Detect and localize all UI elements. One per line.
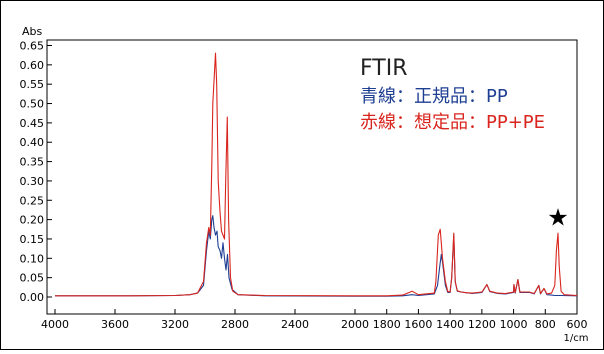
y-tick-label: 0.05 [20, 272, 45, 285]
annotation-line-red: 赤線：想定品：PP+PE [360, 112, 545, 133]
y-tick-label: 0.30 [20, 175, 45, 188]
y-axis-label: Abs [22, 25, 43, 38]
x-tick-label: 1000 [500, 318, 528, 331]
annotation-line-blue: 青線：正規品：PP [360, 86, 508, 107]
y-tick-label: 0.25 [20, 194, 45, 207]
x-tick-label: 800 [535, 318, 556, 331]
x-axis-label: 1/cm [564, 333, 589, 344]
y-tick-label: 0.35 [20, 156, 45, 169]
x-tick-label: 4000 [41, 318, 69, 331]
x-tick-label: 600 [567, 318, 588, 331]
series-layer [55, 52, 578, 297]
annotation-title: FTIR [360, 56, 407, 81]
annotation-block: FTIR 青線：正規品：PP 赤線：想定品：PP+PE [360, 56, 545, 133]
y-tick-label: 0.55 [20, 78, 45, 91]
star-marker: ★ [547, 204, 569, 232]
x-tick-label: 2800 [221, 318, 249, 331]
y-tick-label: 0.65 [20, 40, 45, 53]
y-axis: 0.00 0.05 0.10 0.15 0.20 0.25 0.30 0.35 0.40 0.45… [20, 40, 52, 304]
y-tick-label: 0.45 [20, 117, 45, 130]
y-tick-label: 0.40 [20, 136, 45, 149]
x-tick-label: 1400 [436, 318, 464, 331]
y-tick-label: 0.00 [20, 291, 45, 304]
x-tick-label: 1200 [468, 318, 496, 331]
x-tick-label: 2400 [281, 318, 309, 331]
y-tick-label: 0.60 [20, 59, 45, 72]
x-tick-label: 2000 [341, 318, 369, 331]
x-tick-label: 3200 [161, 318, 189, 331]
x-tick-label: 3600 [101, 318, 129, 331]
y-tick-label: 0.15 [20, 233, 45, 246]
x-axis: 4000 3600 3200 2800 2400 2000 1800 1600 1400 1200… [41, 309, 588, 331]
y-tick-label: 0.50 [20, 98, 45, 111]
y-tick-label: 0.20 [20, 214, 45, 227]
series-line-1 [55, 52, 578, 297]
plot-area-frame [46, 39, 578, 315]
y-tick-label: 0.10 [20, 252, 45, 265]
x-tick-label: 1800 [373, 318, 401, 331]
x-tick-label: 1600 [404, 318, 432, 331]
